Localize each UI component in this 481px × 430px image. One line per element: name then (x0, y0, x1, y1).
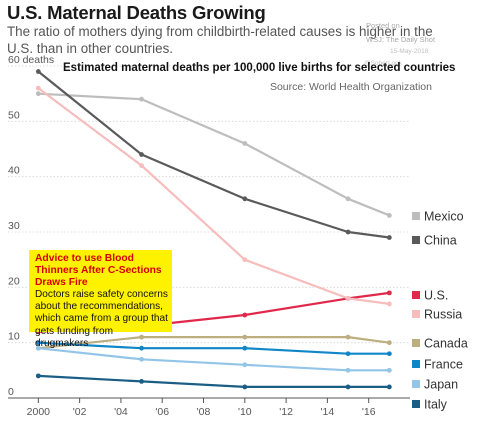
data-point-china (139, 152, 144, 157)
data-point-russia (386, 301, 392, 307)
data-point-canada (345, 334, 351, 340)
x-tick-label: '14 (321, 406, 335, 418)
legend-label-china: China (424, 234, 457, 248)
data-point-russia (139, 163, 144, 169)
legend-label-russia: Russia (424, 308, 462, 322)
data-point-mexico (386, 213, 392, 218)
x-tick-label: '10 (238, 406, 252, 418)
data-point-japan (345, 367, 351, 373)
x-axis: 2000 '02 '04 '06 '08 '10 '12 '14 '16 (8, 397, 410, 418)
data-point-china (345, 229, 351, 235)
chart-gridlines (8, 65, 410, 344)
data-point-russia (242, 257, 248, 263)
data-point-italy (242, 384, 248, 390)
legend-swatch-us (412, 291, 420, 299)
legend-label-canada: Canada (424, 337, 468, 351)
legend-label-us: U.S. (424, 289, 448, 303)
watermark-line-1: Posted on (366, 21, 400, 30)
data-point-china (242, 196, 248, 202)
data-point-mexico (139, 96, 144, 102)
series-line-mexico (38, 92, 390, 217)
data-point-china (386, 235, 392, 240)
data-point-france (242, 345, 248, 351)
news-annotation-box: Advice to use Blood Thinners After C-Sec… (29, 250, 172, 349)
x-tick-label: '12 (279, 406, 293, 418)
data-point-russia (35, 85, 41, 91)
data-point-france (345, 351, 351, 357)
x-tick-label: 2000 (27, 406, 51, 418)
data-point-japan (242, 362, 248, 368)
y-tick-label: 60 deaths (8, 54, 54, 66)
legend-label-japan: Japan (424, 378, 458, 392)
data-point-france (35, 340, 41, 346)
news-annotation-headline: Advice to use Blood Thinners After C-Sec… (35, 253, 162, 288)
legend-swatch-italy (412, 400, 420, 408)
data-point-russia (345, 296, 351, 301)
y-tick-label: 50 (8, 109, 20, 121)
legend-swatch-russia (412, 310, 420, 318)
y-tick-label: 10 (8, 331, 20, 343)
watermark-line-4: @SoberLook (364, 60, 403, 67)
series-lines (35, 69, 392, 390)
watermark-line-2: WSJ: The Daily Shot (366, 35, 436, 44)
y-tick-label: 30 (8, 220, 20, 232)
chart-subtitle: Estimated maternal deaths per 100,000 li… (63, 62, 455, 74)
legend-swatch-japan (412, 380, 420, 388)
data-point-japan (139, 356, 144, 362)
x-tick-label: '08 (197, 406, 211, 418)
legend-label-france: France (424, 358, 463, 372)
data-point-canada (242, 334, 248, 340)
watermark-line-3: 15-May-2018 (390, 48, 429, 55)
legend-label-italy: Italy (424, 398, 448, 412)
data-point-us (242, 312, 248, 318)
x-tick-label: '16 (362, 406, 376, 418)
data-point-france (139, 345, 144, 351)
series-line-italy (38, 374, 390, 388)
data-point-japan (35, 345, 41, 351)
y-tick-label: 40 (8, 165, 20, 177)
data-point-canada (139, 334, 144, 340)
data-point-canada (386, 340, 392, 346)
data-point-italy (386, 384, 392, 390)
chart-legend: Mexico China U.S. Russia Canada France Japan It… (412, 210, 468, 412)
chart-dek: The ratio of mothers dying from childbir… (7, 24, 433, 56)
series-line-japan (38, 347, 390, 372)
legend-swatch-china (412, 236, 420, 244)
data-point-us (386, 290, 392, 296)
data-point-china (35, 69, 41, 74)
data-point-mexico (345, 196, 351, 202)
data-point-italy (35, 373, 41, 379)
news-annotation-body: Doctors raise safety concerns about the … (35, 289, 168, 349)
legend-swatch-canada (412, 339, 420, 347)
chart-source: Source: World Health Organization (270, 81, 432, 93)
data-point-mexico (35, 91, 41, 97)
x-tick-label: '04 (114, 406, 128, 418)
x-tick-label: '06 (155, 406, 169, 418)
data-point-mexico (242, 141, 248, 146)
legend-label-mexico: Mexico (424, 210, 464, 224)
data-point-italy (345, 384, 351, 390)
x-tick-label: '02 (73, 406, 87, 418)
y-tick-label: 20 (8, 275, 20, 287)
data-point-france (386, 351, 392, 357)
y-tick-label: 0 (8, 386, 14, 398)
legend-swatch-france (412, 360, 420, 368)
data-point-italy (139, 379, 144, 384)
data-point-japan (386, 367, 392, 373)
y-axis-tick-labels: 0 10 20 30 40 50 60 deaths (8, 54, 54, 398)
chart-headline: U.S. Maternal Deaths Growing (7, 2, 266, 23)
legend-swatch-mexico (412, 212, 420, 220)
